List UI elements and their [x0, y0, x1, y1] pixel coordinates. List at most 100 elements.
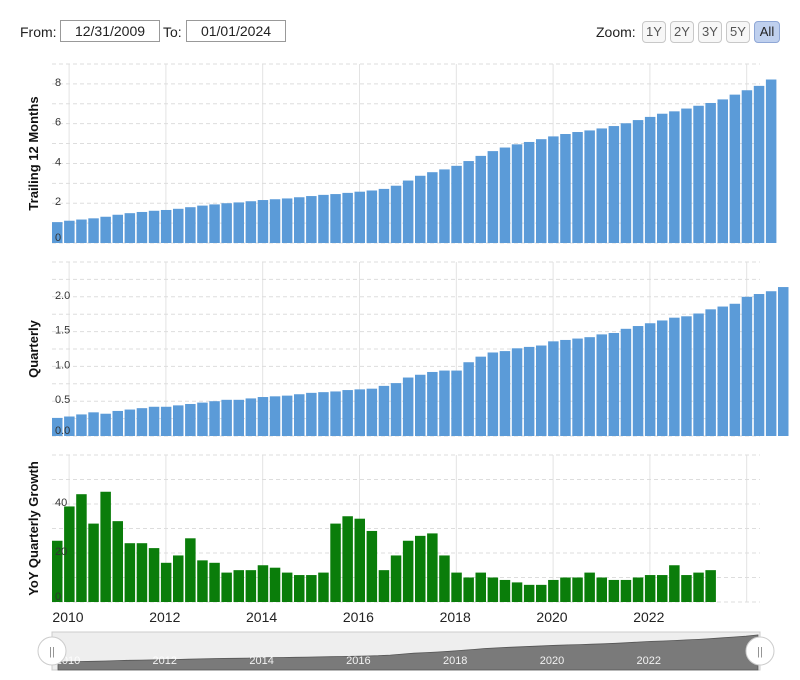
- bar: [233, 570, 244, 602]
- bar: [705, 309, 716, 436]
- bar: [439, 370, 450, 436]
- y-axis-label: Quarterly: [26, 319, 41, 378]
- bar: [354, 518, 365, 602]
- bar: [548, 341, 559, 436]
- bar: [221, 399, 232, 436]
- bar: [64, 416, 75, 436]
- bar: [753, 294, 765, 436]
- navigator-left-handle[interactable]: ||: [37, 636, 67, 666]
- bar: [209, 401, 220, 436]
- y-tick-label: 4: [55, 156, 61, 168]
- bar: [100, 491, 111, 602]
- bar: [741, 296, 753, 436]
- bar: [148, 548, 160, 602]
- bar: [124, 409, 136, 436]
- y-tick-label: 1.0: [55, 359, 70, 371]
- y-tick-label: 6: [55, 117, 61, 129]
- bar: [705, 102, 716, 243]
- bar: [499, 147, 511, 243]
- navigator-year-label: 2020: [540, 655, 564, 667]
- y-tick-label: 2.0: [55, 290, 70, 302]
- bar: [197, 402, 208, 436]
- to-date-input[interactable]: [186, 20, 286, 42]
- bar: [511, 144, 523, 243]
- bar: [620, 328, 632, 436]
- bar: [390, 383, 402, 436]
- bar: [124, 543, 136, 602]
- bar: [729, 94, 741, 243]
- bar: [124, 213, 136, 243]
- zoom-2y-button[interactable]: 2Y: [670, 21, 694, 43]
- zoom-1y-button[interactable]: 1Y: [642, 21, 666, 43]
- bar: [451, 572, 462, 602]
- bar: [318, 392, 329, 436]
- bar: [669, 565, 680, 602]
- bar: [257, 200, 269, 243]
- bar: [693, 572, 704, 602]
- from-date-input[interactable]: [60, 20, 160, 42]
- y-axis-label: Trailing 12 Months: [26, 96, 41, 210]
- bar: [269, 199, 281, 243]
- bar: [354, 389, 365, 436]
- bar: [112, 521, 123, 602]
- bar: [584, 130, 595, 243]
- bar: [294, 575, 305, 602]
- bar: [693, 313, 704, 436]
- bar: [584, 337, 595, 436]
- navigator-right-handle[interactable]: ||: [745, 636, 775, 666]
- bar: [463, 161, 474, 243]
- bar: [620, 123, 632, 243]
- bar: [511, 348, 523, 436]
- x-tick-label: 2018: [440, 609, 471, 625]
- bar: [342, 390, 353, 436]
- bar: [439, 169, 450, 243]
- bar: [100, 216, 111, 243]
- zoom-3y-button[interactable]: 3Y: [698, 21, 722, 43]
- bar: [148, 406, 160, 436]
- bar: [76, 494, 87, 602]
- y-tick-label: 0: [55, 591, 61, 603]
- zoom-5y-button[interactable]: 5Y: [726, 21, 750, 43]
- bar: [620, 579, 632, 602]
- bar: [378, 570, 390, 602]
- zoom-all-button[interactable]: All: [754, 21, 780, 43]
- bar: [475, 572, 486, 602]
- bar: [245, 398, 257, 436]
- bar: [499, 351, 511, 436]
- bar: [330, 523, 341, 602]
- bar: [112, 214, 123, 243]
- bar: [608, 332, 620, 436]
- bar: [415, 175, 426, 243]
- bar: [257, 397, 269, 436]
- bar: [173, 208, 184, 243]
- bar: [221, 203, 232, 243]
- bar: [148, 210, 160, 243]
- bar: [657, 113, 668, 243]
- navigator-year-label: 2012: [153, 655, 177, 667]
- bar: [669, 317, 680, 436]
- bar: [366, 388, 378, 436]
- bar: [197, 205, 208, 243]
- range-navigator[interactable]: 2010 2012 2014 2016 2018 2020 2022|| ||: [37, 631, 775, 671]
- bar: [306, 196, 317, 243]
- bar: [608, 126, 620, 243]
- bar: [487, 352, 499, 436]
- bar: [415, 535, 426, 602]
- y-tick-label: 0.0: [55, 425, 70, 437]
- bar: [209, 562, 220, 602]
- bar: [257, 565, 269, 602]
- bar: [233, 202, 244, 243]
- bar: [402, 377, 414, 436]
- bar: [281, 198, 293, 243]
- bar: [681, 575, 692, 602]
- bar: [511, 582, 523, 602]
- bar: [644, 575, 656, 602]
- bar: [88, 218, 99, 243]
- bar: [705, 570, 716, 602]
- bar: [209, 204, 220, 243]
- bar: [330, 194, 341, 243]
- x-tick-label: 2012: [149, 609, 180, 625]
- bar: [717, 306, 728, 436]
- y-tick-label: 8: [55, 77, 61, 89]
- bar: [76, 414, 87, 436]
